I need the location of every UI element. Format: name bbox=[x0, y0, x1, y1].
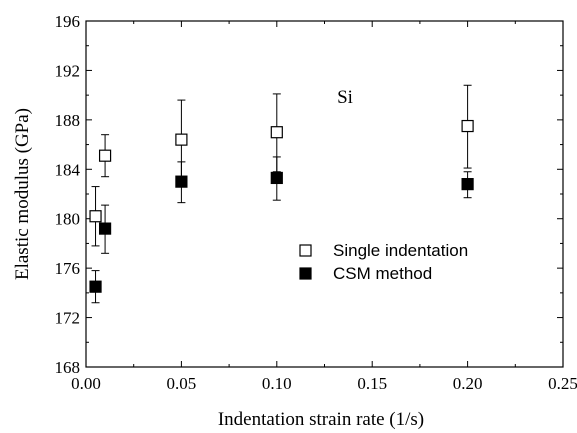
point-csm-method bbox=[89, 280, 102, 293]
plot-frame bbox=[85, 20, 564, 368]
legend-label-single-indentation: Single indentation bbox=[333, 241, 468, 260]
y-tick-label: 188 bbox=[55, 111, 81, 130]
x-axis-title: Indentation strain rate (1/s) bbox=[218, 409, 424, 430]
point-csm-method bbox=[98, 222, 112, 235]
point-csm-method bbox=[175, 175, 188, 188]
y-tick-label: 196 bbox=[55, 12, 81, 31]
point-csm-method bbox=[270, 171, 283, 185]
x-tick-label: 0.15 bbox=[357, 374, 387, 393]
y-tick-label: 168 bbox=[55, 358, 81, 377]
y-tick-label: 180 bbox=[55, 210, 81, 229]
y-tick-label: 172 bbox=[55, 309, 81, 328]
point-single-indentation bbox=[461, 119, 474, 133]
legend-marker-single-indentation bbox=[299, 244, 312, 257]
y-tick-label: 192 bbox=[55, 61, 81, 80]
point-single-indentation bbox=[89, 210, 102, 223]
legend: Single indentation CSM method bbox=[299, 241, 468, 283]
axes-layer: 0.00 0.05 0.10 0.15 0.20 0.25 168 172 176 180 184 1… bbox=[55, 12, 577, 393]
x-tick-label: 0.10 bbox=[262, 374, 292, 393]
legend-label-csm-method: CSM method bbox=[333, 264, 432, 283]
x-tick-label: 0.25 bbox=[548, 374, 577, 393]
legend-marker-csm-method bbox=[299, 267, 312, 280]
point-single-indentation bbox=[175, 133, 188, 146]
point-single-indentation bbox=[270, 126, 283, 139]
data-layer bbox=[89, 84, 474, 304]
y-tick-label: 176 bbox=[55, 259, 81, 278]
annotation-si: Si bbox=[337, 87, 353, 108]
x-tick-label: 0.20 bbox=[453, 374, 483, 393]
x-tick-label: 0.00 bbox=[71, 374, 101, 393]
point-csm-method bbox=[461, 178, 474, 191]
y-tick-label: 184 bbox=[55, 160, 81, 179]
point-single-indentation bbox=[98, 149, 112, 162]
x-tick-label: 0.05 bbox=[167, 374, 197, 393]
y-axis-title: Elastic modulus (GPa) bbox=[12, 108, 33, 280]
